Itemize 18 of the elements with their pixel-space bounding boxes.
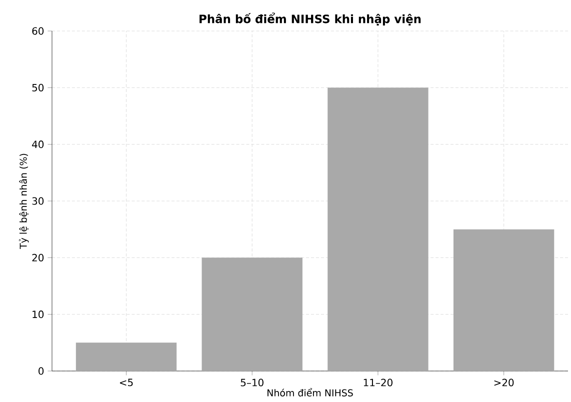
y-tick-label: 60 (32, 27, 44, 35)
y-tick-label: 20 (32, 254, 44, 262)
x-tick-label: >20 (494, 378, 514, 386)
x-tick-label: 11–20 (364, 378, 392, 386)
y-tick-label: 0 (38, 367, 44, 375)
bar (453, 229, 554, 371)
bar (76, 342, 177, 371)
y-tick-label: 10 (32, 310, 44, 318)
bar (328, 88, 428, 371)
chart-title: Phân bố điểm NIHSS khi nhập viện (200, 12, 421, 26)
x-tick-label: <5 (120, 378, 133, 386)
y-tick-label: 30 (32, 197, 44, 205)
y-tick-label: 40 (32, 140, 44, 148)
x-axis-title: Nhóm điểm NIHSS (268, 388, 353, 396)
y-tick-label: 50 (32, 84, 44, 92)
bar (202, 258, 302, 371)
y-axis-title: Tỷ lệ bệnh nhân (%) (19, 154, 29, 249)
x-tick-label: 5–10 (240, 378, 264, 386)
